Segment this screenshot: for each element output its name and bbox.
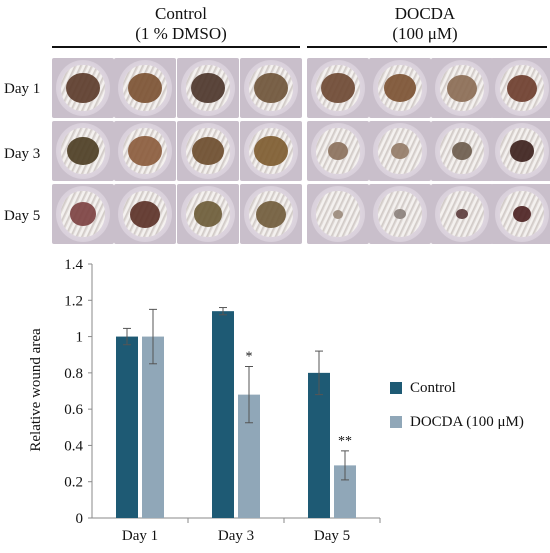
- y-tick-label: 0.2: [64, 475, 83, 491]
- x-tick-label: Day 3: [218, 528, 254, 544]
- wound-photo-day1-docda-4: [491, 58, 550, 118]
- wound-photo-day3-control-2: [114, 121, 176, 181]
- wound-photo-day1-docda-1: [307, 58, 369, 118]
- wound-photo-day5-docda-4: [491, 184, 550, 244]
- bar-docda-day1: [142, 336, 164, 518]
- wound-photo-day1-docda-2: [369, 58, 431, 118]
- significance-marker: **: [338, 434, 352, 449]
- y-tick-label: 1.2: [64, 293, 83, 309]
- control-group-header: Control (1 % DMSO): [56, 4, 306, 44]
- docda-title: DOCDA: [394, 4, 456, 23]
- bar-docda-day5: [334, 465, 356, 518]
- row-label-day1: Day 1: [4, 81, 41, 97]
- wound-photo-day3-docda-3: [431, 121, 493, 181]
- wound-photo-day1-control-1: [52, 58, 114, 118]
- wound-photo-day5-control-2: [114, 184, 176, 244]
- wound-photo-day5-docda-3: [431, 184, 493, 244]
- control-group-rule: [52, 46, 300, 48]
- bar-docda-day3: [238, 394, 260, 518]
- wound-photo-day5-control-1: [52, 184, 114, 244]
- row-label-day3: Day 3: [4, 146, 41, 162]
- bar-control-day5: [308, 372, 330, 518]
- x-tick-label: Day 1: [122, 528, 158, 544]
- wound-photo-day1-control-3: [177, 58, 239, 118]
- y-tick-label: 1: [76, 330, 84, 346]
- bar-control-day3: [212, 311, 234, 518]
- wound-photo-day5-docda-2: [369, 184, 431, 244]
- wound-area-bar-chart: Relative wound area 0 0.2 0.4 0.6 0.8 1 1.2 1.4…: [28, 257, 381, 544]
- y-tick-label: 0.8: [64, 366, 83, 382]
- y-axis-label: Relative wound area: [28, 328, 44, 452]
- y-tick-label: 1.4: [64, 257, 83, 273]
- row-label-day5: Day 5: [4, 208, 41, 224]
- legend-item-docda: DOCDA (100 μM): [390, 410, 524, 434]
- wound-photo-day5-control-4: [240, 184, 302, 244]
- wound-photo-day1-control-4: [240, 58, 302, 118]
- y-tick-label: 0.4: [64, 438, 83, 454]
- control-title: Control: [155, 4, 207, 23]
- wound-photo-day5-control-3: [177, 184, 239, 244]
- docda-group-header: DOCDA (100 μM): [300, 4, 550, 44]
- docda-subtitle: (100 μM): [392, 24, 458, 43]
- x-tick-label: Day 5: [314, 528, 350, 544]
- legend-swatch-docda: [390, 416, 402, 428]
- chart-legend: Control DOCDA (100 μM): [390, 376, 524, 444]
- legend-item-control: Control: [390, 376, 524, 400]
- legend-swatch-control: [390, 382, 402, 394]
- wound-photo-day1-docda-3: [431, 58, 493, 118]
- y-tick-label: 0: [76, 511, 84, 527]
- bar-control-day1: [116, 336, 138, 518]
- docda-group-rule: [307, 46, 547, 48]
- wound-photo-day3-control-3: [177, 121, 239, 181]
- wound-photo-day3-control-1: [52, 121, 114, 181]
- wound-photo-day3-docda-4: [491, 121, 550, 181]
- legend-label-control: Control: [410, 379, 456, 396]
- control-subtitle: (1 % DMSO): [135, 24, 227, 43]
- significance-marker: *: [246, 350, 253, 365]
- wound-photo-day5-docda-1: [307, 184, 369, 244]
- wound-photo-day3-docda-2: [369, 121, 431, 181]
- wound-photo-day3-control-4: [240, 121, 302, 181]
- y-tick-label: 0.6: [64, 402, 83, 418]
- wound-photo-day1-control-2: [114, 58, 176, 118]
- wound-photo-day3-docda-1: [307, 121, 369, 181]
- legend-label-docda: DOCDA (100 μM): [410, 413, 524, 430]
